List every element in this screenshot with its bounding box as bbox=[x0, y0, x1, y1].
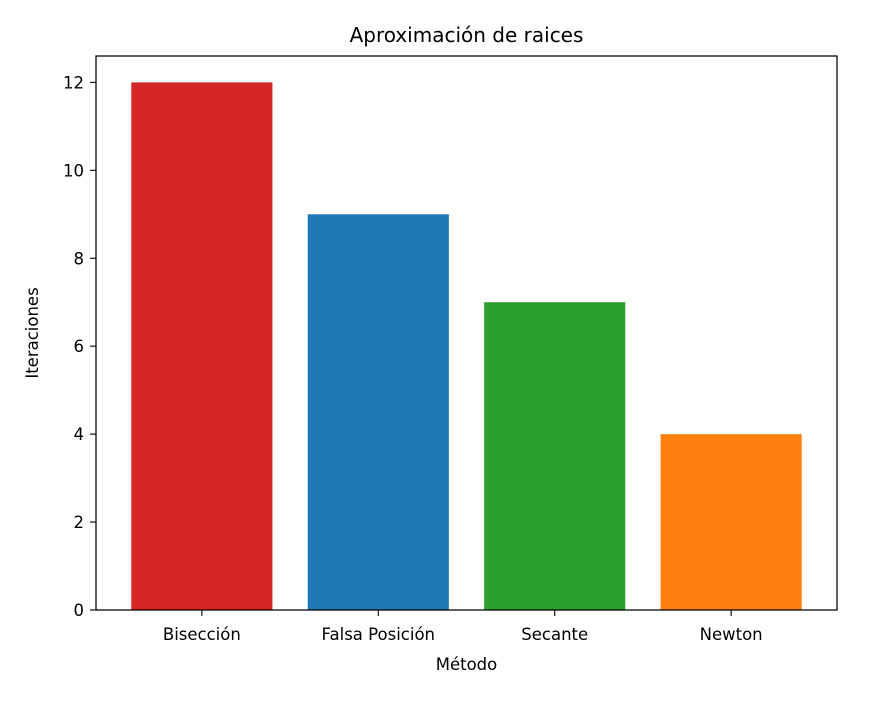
x-tick-label: Secante bbox=[521, 625, 588, 644]
y-tick-label: 12 bbox=[63, 73, 84, 92]
bar-1 bbox=[307, 214, 449, 611]
y-axis: 0 2 4 6 8 10 12 bbox=[63, 73, 96, 620]
y-tick-label: 6 bbox=[74, 337, 85, 356]
x-tick-label: Falsa Posición bbox=[322, 625, 435, 644]
y-tick-label: 0 bbox=[74, 601, 85, 620]
bar-3 bbox=[660, 434, 802, 610]
x-axis: Bisección Falsa Posición Secante Newton bbox=[163, 610, 763, 644]
x-axis-title: Método bbox=[436, 655, 498, 674]
y-tick-label: 10 bbox=[63, 161, 84, 180]
x-tick-label: Newton bbox=[700, 625, 763, 644]
y-tick-label: 8 bbox=[74, 249, 85, 268]
y-axis-title: Iteraciones bbox=[23, 287, 42, 378]
x-tick-label: Bisección bbox=[163, 625, 241, 644]
bar-0 bbox=[131, 82, 273, 610]
chart-title: Aproximación de raices bbox=[350, 23, 584, 47]
bar-2 bbox=[484, 302, 626, 610]
bars-group bbox=[131, 82, 802, 611]
plot-frame bbox=[95, 55, 838, 611]
y-tick-label: 4 bbox=[74, 425, 85, 444]
y-tick-label: 2 bbox=[74, 513, 85, 532]
